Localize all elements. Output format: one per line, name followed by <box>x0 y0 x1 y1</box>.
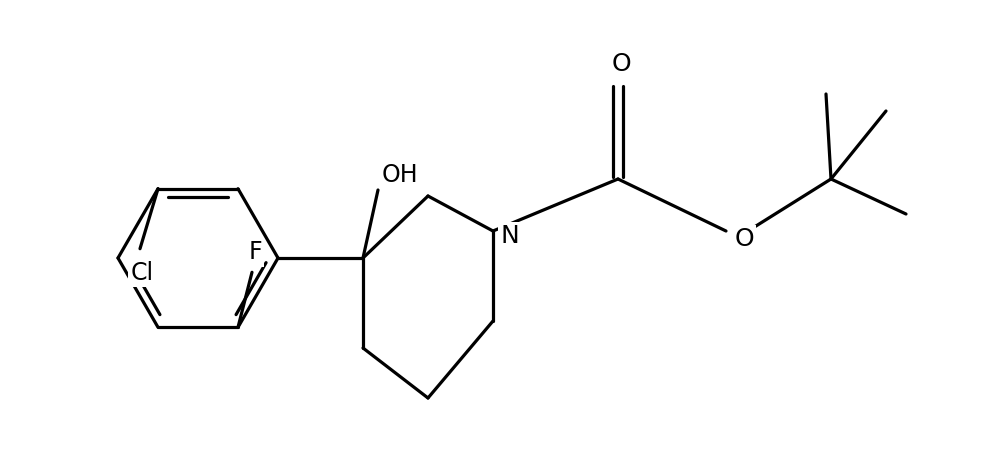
Text: O: O <box>735 227 753 251</box>
Text: N: N <box>501 224 520 248</box>
Text: O: O <box>611 52 631 76</box>
Text: Cl: Cl <box>130 261 153 285</box>
Text: F: F <box>248 240 261 264</box>
Text: OH: OH <box>382 163 418 187</box>
